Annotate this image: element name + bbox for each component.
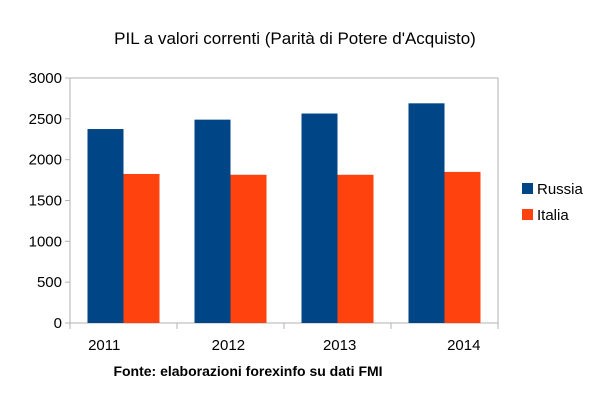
legend-label-italia: Italia [537, 207, 569, 224]
x-tick-label: 2014 [447, 337, 480, 354]
x-tick-label: 2011 [88, 337, 120, 354]
bar-italia-2014 [444, 171, 481, 323]
y-tick-label: 2500 [29, 111, 62, 128]
y-tick-label: 2000 [29, 152, 62, 169]
y-tick-label: 0 [54, 315, 62, 332]
y-tick-label: 500 [37, 274, 62, 291]
legend-swatch-italia [522, 209, 533, 220]
source-note: Fonte: elaborazioni forexinfo su dati FM… [113, 363, 382, 379]
bar-russia-2012 [194, 119, 231, 324]
y-tick-label: 1500 [29, 193, 62, 210]
bar-russia-2011 [87, 129, 124, 323]
bar-italia-2013 [337, 174, 374, 323]
bar-russia-2014 [408, 103, 445, 323]
bar-italia-2011 [123, 173, 160, 323]
plot-area: 0 500 1000 1500 2000 2500 3000 2011 2012 2013 2014 [29, 70, 499, 354]
x-tick-label: 2013 [323, 337, 356, 354]
y-tick-label: 3000 [29, 70, 62, 87]
legend-label-russia: Russia [537, 181, 584, 198]
x-tick-label: 2012 [212, 337, 245, 354]
legend-swatch-russia [522, 183, 533, 194]
legend: Russia Italia [522, 181, 584, 224]
chart-title: PIL a valori correnti (Parità di Potere … [114, 29, 476, 48]
bar-italia-2012 [230, 174, 267, 323]
y-tick-label: 1000 [29, 233, 62, 250]
bar-russia-2013 [301, 113, 338, 324]
